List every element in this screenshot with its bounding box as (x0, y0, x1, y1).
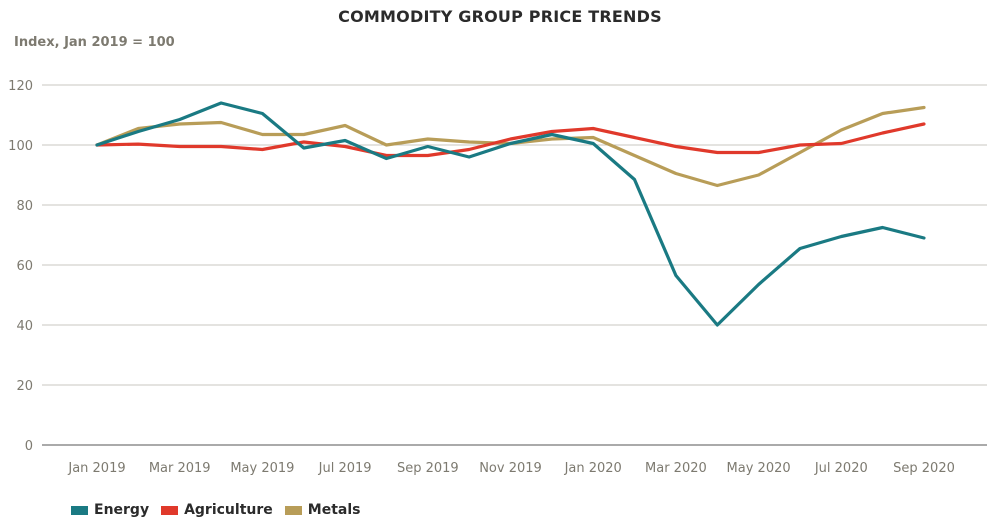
series-line-agriculture[interactable] (95, 122, 926, 158)
y-tick-label: 60 (16, 259, 33, 274)
y-tick-label: 120 (8, 79, 33, 94)
x-tick-label: Sep 2020 (893, 461, 955, 476)
y-tick-label: 40 (16, 319, 33, 334)
x-tick-label: Jul 2020 (814, 461, 868, 476)
legend-item-energy[interactable]: Energy (71, 502, 149, 518)
x-tick-label: Jan 2020 (564, 461, 622, 476)
legend-label-agriculture: Agriculture (184, 502, 273, 518)
legend-label-energy: Energy (94, 502, 150, 518)
x-tick-label: Mar 2019 (149, 461, 211, 476)
x-tick-label: Sep 2019 (397, 461, 459, 476)
y-axis-ticks: 0 20 40 60 80 100 120 (8, 79, 33, 454)
legend-item-agriculture[interactable]: Agriculture (161, 502, 273, 518)
y-tick-label: 0 (25, 439, 33, 454)
x-axis-ticks: Jan 2019 Mar 2019 May 2019 Jul 2019 Sep 2019… (67, 461, 954, 476)
legend-swatch-energy (71, 505, 88, 515)
legend-item-metals[interactable]: Metals (284, 502, 361, 518)
legend: Energy Agriculture Metals (71, 502, 360, 518)
x-tick-label: Mar 2020 (645, 461, 707, 476)
series-line-energy[interactable] (95, 101, 926, 327)
legend-label-metals: Metals (307, 502, 361, 518)
x-tick-label: May 2020 (727, 461, 791, 476)
chart-title: COMMODITY GROUP PRICE TRENDS (338, 7, 662, 26)
x-tick-label: Nov 2019 (479, 461, 542, 476)
x-tick-label: Jul 2019 (318, 461, 372, 476)
y-tick-label: 80 (16, 199, 33, 214)
x-tick-label: Jan 2019 (67, 461, 125, 476)
legend-swatch-metals (284, 505, 302, 515)
series-lines (95, 101, 926, 327)
legend-swatch-agriculture (161, 505, 179, 515)
y-axis-subtitle: Index, Jan 2019 = 100 (14, 35, 175, 50)
y-tick-label: 100 (8, 139, 33, 154)
x-tick-label: May 2019 (230, 461, 294, 476)
y-tick-label: 20 (16, 379, 33, 394)
